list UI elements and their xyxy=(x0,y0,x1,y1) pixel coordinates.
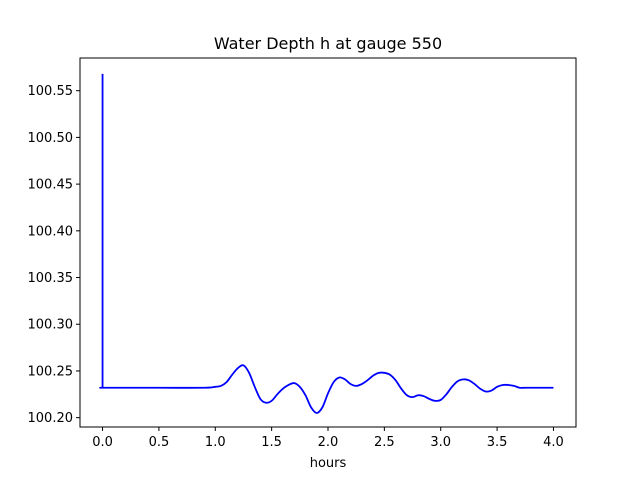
y-tick-label: 100.35 xyxy=(28,271,74,286)
x-tick-label: 2.0 xyxy=(318,435,339,450)
x-tick-label: 0.0 xyxy=(92,435,113,450)
y-tick-label: 100.45 xyxy=(28,178,74,193)
series-line xyxy=(99,73,554,414)
y-tick-label: 100.40 xyxy=(28,224,74,239)
x-tick-label: 1.5 xyxy=(261,435,282,450)
y-tick-label: 100.55 xyxy=(28,84,74,99)
x-tick-label: 3.5 xyxy=(487,435,508,450)
y-axis-ticks: 100.20 100.25 100.30 100.35 100.40 100.45 100.… xyxy=(28,84,80,426)
x-axis-ticks: 0.0 0.5 1.0 1.5 2.0 2.5 3.0 3.5 4.0 xyxy=(92,427,564,450)
chart-title: Water Depth h at gauge 550 xyxy=(214,34,442,53)
x-tick-label: 0.5 xyxy=(149,435,170,450)
y-tick-label: 100.25 xyxy=(28,364,74,379)
y-tick-label: 100.30 xyxy=(28,318,74,333)
y-tick-label: 100.50 xyxy=(28,131,74,146)
x-tick-label: 2.5 xyxy=(374,435,395,450)
x-tick-label: 1.0 xyxy=(205,435,226,450)
x-axis-label: hours xyxy=(310,456,347,471)
plot-frame xyxy=(79,57,577,428)
x-tick-label: 3.0 xyxy=(430,435,451,450)
y-tick-label: 100.20 xyxy=(28,411,74,426)
x-tick-label: 4.0 xyxy=(543,435,564,450)
